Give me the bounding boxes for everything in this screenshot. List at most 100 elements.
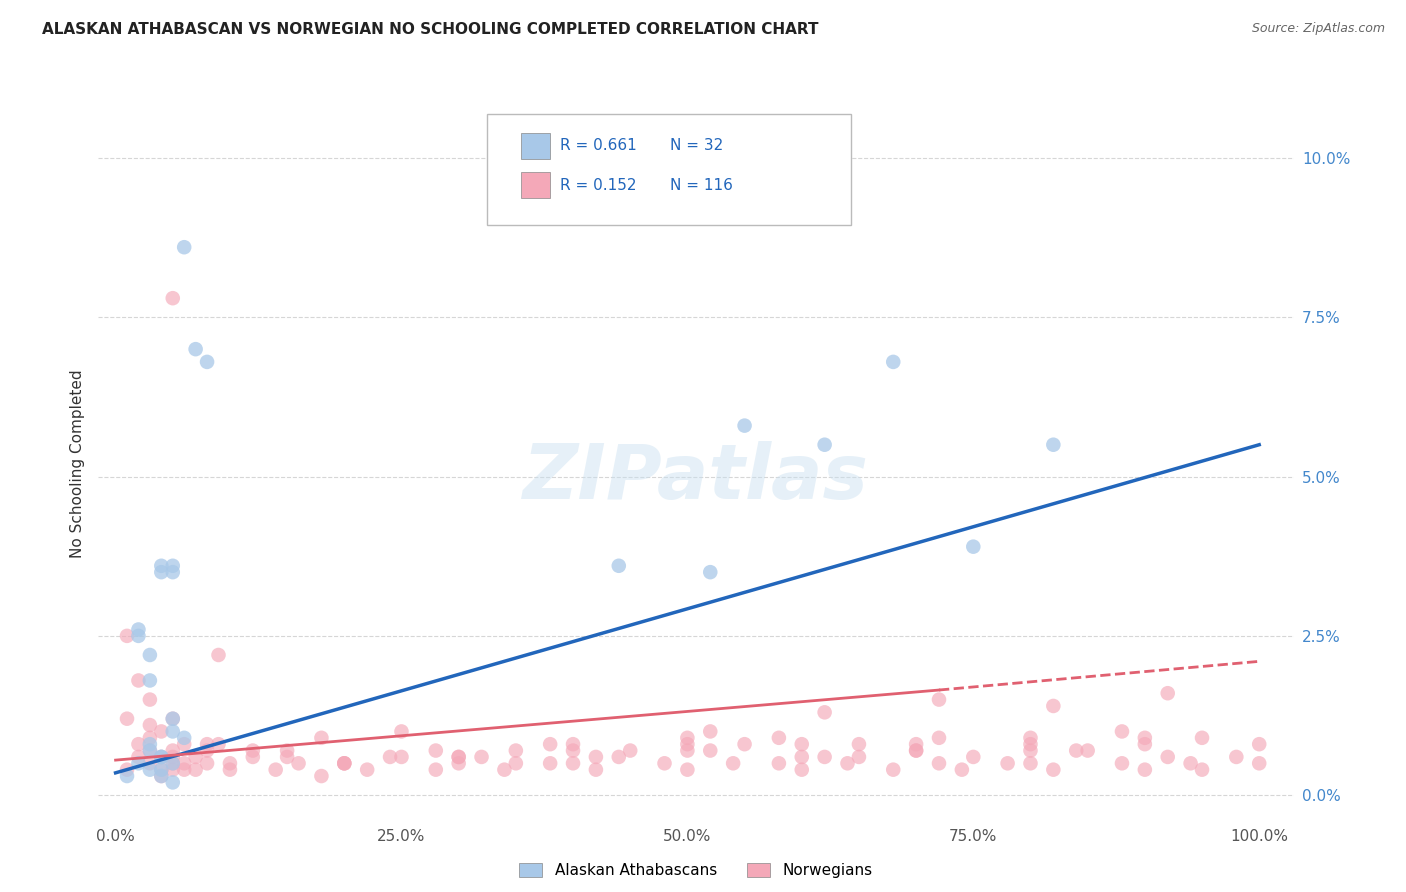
Point <box>790 737 813 751</box>
Point <box>1019 737 1042 751</box>
Point <box>814 438 837 452</box>
Point <box>1042 763 1064 777</box>
Point <box>162 558 184 573</box>
Point <box>676 737 699 751</box>
Point <box>562 743 585 757</box>
Point <box>207 648 229 662</box>
Point <box>115 763 138 777</box>
Point <box>1191 763 1213 777</box>
Point <box>127 737 149 751</box>
Point <box>562 756 585 771</box>
Point <box>814 706 837 720</box>
Point <box>242 750 264 764</box>
Point <box>882 763 904 777</box>
Point <box>162 775 184 789</box>
Point <box>264 763 287 777</box>
Point <box>1111 724 1133 739</box>
Point <box>585 750 607 764</box>
Point <box>1019 743 1042 757</box>
Point <box>195 355 218 369</box>
Point <box>173 240 195 254</box>
Point <box>494 763 516 777</box>
Point <box>790 750 813 764</box>
Point <box>356 763 378 777</box>
Point <box>127 629 149 643</box>
Point <box>150 750 173 764</box>
Point <box>837 756 859 771</box>
Point <box>162 565 184 579</box>
Point <box>162 743 184 757</box>
Point <box>139 756 162 771</box>
Point <box>162 763 184 777</box>
Point <box>173 763 195 777</box>
Point <box>242 743 264 757</box>
Point <box>139 737 162 751</box>
Point <box>699 743 721 757</box>
Point <box>768 756 790 771</box>
FancyBboxPatch shape <box>522 133 550 159</box>
Point <box>184 763 207 777</box>
Point <box>447 756 470 771</box>
Point <box>676 731 699 745</box>
Point <box>905 743 928 757</box>
Point <box>425 763 447 777</box>
Text: ALASKAN ATHABASCAN VS NORWEGIAN NO SCHOOLING COMPLETED CORRELATION CHART: ALASKAN ATHABASCAN VS NORWEGIAN NO SCHOO… <box>42 22 818 37</box>
Point <box>139 648 162 662</box>
FancyBboxPatch shape <box>486 114 851 225</box>
FancyBboxPatch shape <box>522 172 550 198</box>
Point <box>311 769 333 783</box>
Point <box>814 750 837 764</box>
Point <box>1180 756 1202 771</box>
Point <box>1249 756 1271 771</box>
Point <box>721 756 744 771</box>
Point <box>276 743 298 757</box>
Point <box>1042 438 1064 452</box>
Point <box>470 750 492 764</box>
Point <box>905 737 928 751</box>
Point <box>333 756 356 771</box>
Text: R = 0.661: R = 0.661 <box>560 138 637 153</box>
Point <box>882 355 904 369</box>
Point <box>447 750 470 764</box>
Point <box>150 763 173 777</box>
Point <box>1133 731 1156 745</box>
Point <box>538 756 561 771</box>
Point <box>391 724 413 739</box>
Point <box>195 737 218 751</box>
Point <box>219 763 242 777</box>
Point <box>1019 731 1042 745</box>
Point <box>162 724 184 739</box>
Point <box>997 756 1019 771</box>
Point <box>1133 763 1156 777</box>
Point <box>654 756 676 771</box>
Point <box>127 673 149 688</box>
Text: ZIPatlas: ZIPatlas <box>523 442 869 515</box>
Point <box>699 724 721 739</box>
Point <box>1019 756 1042 771</box>
Point <box>333 756 356 771</box>
Point <box>378 750 401 764</box>
Point <box>505 743 527 757</box>
Text: N = 116: N = 116 <box>669 178 733 193</box>
Point <box>127 750 149 764</box>
Point <box>139 763 162 777</box>
Point <box>768 731 790 745</box>
Point <box>676 743 699 757</box>
Point <box>1191 731 1213 745</box>
Point <box>848 750 870 764</box>
Point <box>173 731 195 745</box>
Point <box>585 763 607 777</box>
Point <box>1157 750 1180 764</box>
Point <box>1111 756 1133 771</box>
Point <box>150 750 173 764</box>
Point <box>150 769 173 783</box>
Point <box>1133 737 1156 751</box>
Point <box>848 737 870 751</box>
Point <box>139 731 162 745</box>
Point <box>276 750 298 764</box>
Point <box>619 743 641 757</box>
Point <box>139 718 162 732</box>
Point <box>162 756 184 771</box>
Point <box>950 763 973 777</box>
Point <box>391 750 413 764</box>
